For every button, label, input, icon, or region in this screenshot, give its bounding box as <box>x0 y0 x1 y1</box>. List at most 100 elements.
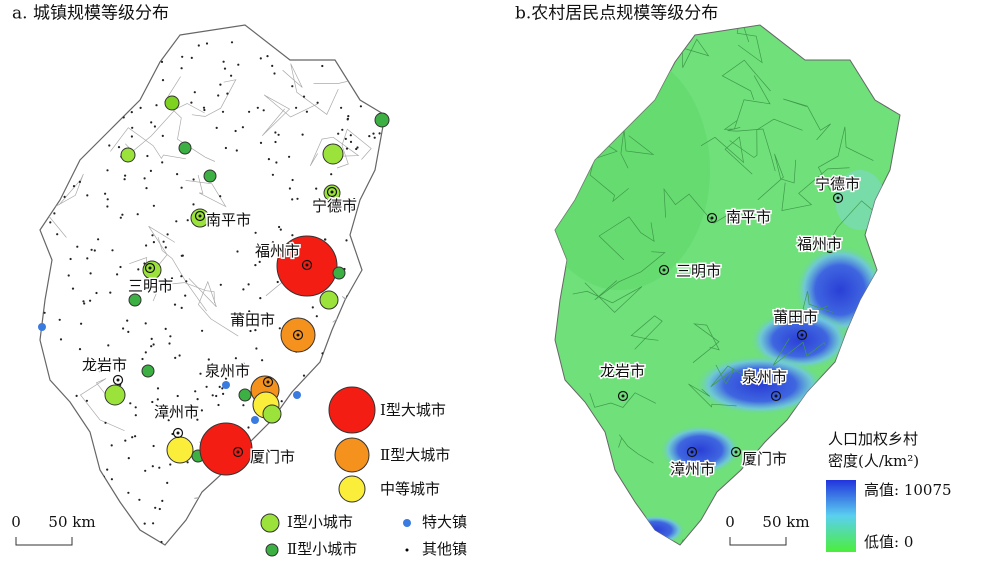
town-dot <box>184 294 187 297</box>
town-dot <box>72 97 75 100</box>
county-border <box>723 75 771 130</box>
town-dot <box>97 238 100 241</box>
density-area <box>695 355 825 415</box>
county-border <box>817 126 874 191</box>
city-center <box>172 427 184 439</box>
town-dot <box>201 329 204 332</box>
town-dot <box>295 106 298 109</box>
town-dot <box>45 252 48 255</box>
town-dot <box>235 319 238 322</box>
town-dot <box>361 539 364 542</box>
town-dot <box>280 400 283 403</box>
county-border <box>572 282 643 313</box>
town-dot <box>109 50 112 53</box>
city-label: 福州市 <box>797 235 842 253</box>
town-dot <box>365 42 369 45</box>
town-dot <box>110 444 113 447</box>
town-dot <box>345 147 349 150</box>
town-dot <box>67 412 70 415</box>
town-dot <box>254 264 257 267</box>
town-dot <box>196 398 199 401</box>
town-dot <box>152 241 155 244</box>
city-symbol <box>293 391 301 399</box>
town-dot <box>95 291 98 295</box>
town-dot <box>215 394 218 398</box>
town-dot <box>364 198 367 201</box>
town-dot <box>40 396 43 399</box>
town-dot <box>349 140 353 143</box>
town-dot <box>127 457 130 460</box>
town-dot <box>141 357 144 361</box>
town-dot <box>310 399 313 402</box>
town-dot <box>40 146 43 149</box>
town-dot <box>219 283 222 286</box>
city-label: 泉州市 <box>742 368 787 386</box>
town-dot <box>98 370 102 373</box>
town-dot <box>80 469 83 472</box>
town-dot <box>332 25 335 28</box>
town-dot <box>278 35 282 39</box>
panel-title: b.农村居民点规模等级分布 <box>515 4 718 24</box>
town-dot <box>223 67 227 70</box>
town-dot <box>155 41 159 44</box>
town-dot <box>219 83 222 86</box>
town-dot <box>67 89 70 92</box>
county-border <box>700 136 753 175</box>
city-label: 南平市 <box>726 208 771 226</box>
town-dot <box>271 64 274 67</box>
county-border <box>620 128 655 169</box>
town-dot <box>139 106 142 109</box>
town-dot <box>346 117 349 120</box>
county-border <box>721 59 771 100</box>
town-dot <box>203 108 206 112</box>
city-center <box>116 378 120 382</box>
town-dot <box>315 187 318 190</box>
town-dot <box>116 273 119 276</box>
town-dot <box>144 469 147 472</box>
city-label: 宁德市 <box>815 175 860 193</box>
town-dot <box>106 198 109 201</box>
county-border <box>309 136 360 167</box>
county-border <box>40 481 58 511</box>
town-dot <box>311 306 314 309</box>
town-dot <box>143 177 146 180</box>
town-dot <box>149 286 152 289</box>
town-dot <box>259 141 263 144</box>
county-border <box>191 79 237 117</box>
town-dot <box>57 105 60 108</box>
town-dot <box>160 540 163 544</box>
legend-symbol <box>403 519 411 527</box>
county-border <box>344 309 385 341</box>
town-dot <box>75 394 78 397</box>
town-dot <box>353 81 357 84</box>
town-dot <box>235 149 238 152</box>
town-dot <box>136 98 139 101</box>
legend-title: 密度(人/km²) <box>828 452 919 470</box>
town-dot <box>296 197 299 200</box>
town-dot <box>63 195 66 198</box>
town-dot <box>155 104 158 107</box>
scale-line <box>15 537 73 546</box>
town-dot <box>221 110 225 113</box>
town-dot <box>181 55 184 58</box>
town-dot <box>359 105 362 108</box>
town-dot <box>146 154 149 158</box>
town-dot <box>64 161 68 164</box>
county-border <box>736 25 763 64</box>
city-center <box>730 446 742 458</box>
town-dot <box>151 234 154 237</box>
town-dot <box>254 231 257 234</box>
city-symbol <box>262 404 282 424</box>
town-dot <box>143 522 146 525</box>
town-dot <box>72 457 75 460</box>
town-dot <box>381 505 384 508</box>
town-dot <box>67 274 70 277</box>
town-dot <box>154 506 157 509</box>
town-dot <box>138 498 141 501</box>
town-dot <box>218 385 221 388</box>
town-dot <box>367 317 370 320</box>
town-dot <box>378 132 381 135</box>
town-dot <box>222 486 225 489</box>
